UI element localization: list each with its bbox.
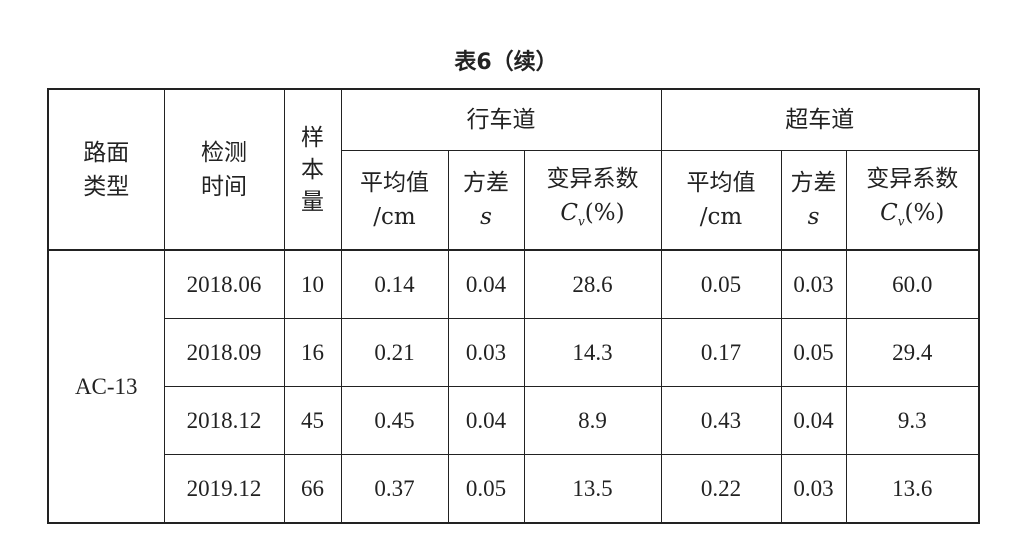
table-cell: 13.5 [523,454,662,524]
table-cell: 66 [283,454,342,524]
header-driving-lane: 行车道 [340,88,662,151]
table-cell: 0.03 [780,249,847,319]
table-cell: 9.3 [845,386,980,455]
table-cell: 0.04 [780,386,847,455]
header-surface-type: 路面 类型 [47,88,165,251]
table-cell: 0.43 [660,386,782,455]
table-cell: 0.17 [660,318,782,387]
header-passing-lane: 超车道 [660,88,980,151]
table-cell: 60.0 [845,249,980,319]
table-cell: 0.03 [780,454,847,524]
table-cell: 2019.12 [163,454,285,524]
table-cell: 0.05 [447,454,525,524]
table-cell: 0.37 [340,454,449,524]
data-table: 路面 类型 检测 时间 样 本 量 行车道 超车道 平均值/cm 方差 s 变异系数 C… [47,88,981,524]
table-title: 表6（续） [454,50,558,75]
table-cell: 45 [283,386,342,455]
header-mean: 平均值/cm [340,150,449,251]
table-cell: 0.03 [447,318,525,387]
header-variance: 方差 s [447,150,525,251]
table-cell: 0.05 [780,318,847,387]
table-cell: 0.22 [660,454,782,524]
table-cell: 13.6 [845,454,980,524]
table-cell: 14.3 [523,318,662,387]
header-test-time: 检测 时间 [163,88,285,251]
table-row: 2019.12 66 0.37 0.05 13.5 0.22 0.03 13.6 [48,454,980,524]
table-row: 2018.12 45 0.45 0.04 8.9 0.43 0.04 9.3 [48,386,980,455]
table-cell: 2018.09 [163,318,285,387]
header-mean: 平均值/cm [660,150,782,251]
table-cell: 29.4 [845,318,980,387]
table-cell: 2018.06 [163,249,285,319]
table-cell: 10 [283,249,342,319]
table-row: AC-13 2018.06 10 0.14 0.04 28.6 0.05 0.03 60.0 [47,249,980,524]
table-cell: 16 [283,318,342,387]
table-cell: 28.6 [523,249,662,319]
table-cell: 0.21 [340,318,449,387]
header-sample-size: 样 本 量 [283,88,342,251]
table-row: 2018.09 16 0.21 0.03 14.3 0.17 0.05 29.4 [48,318,980,387]
table-cell: 0.04 [447,249,525,319]
table-cell: 0.04 [447,386,525,455]
header-cv: 变异系数 Cv(%) [523,150,662,251]
header-cv: 变异系数 Cv(%) [845,150,980,251]
table-cell: 2018.12 [163,386,285,455]
table-cell: 8.9 [523,386,662,455]
header-variance: 方差 s [780,150,847,251]
table-cell: 0.45 [340,386,449,455]
table-cell: 0.14 [340,249,449,319]
cell-surface-type: AC-13 [47,249,165,524]
table-cell: 0.05 [660,249,782,319]
